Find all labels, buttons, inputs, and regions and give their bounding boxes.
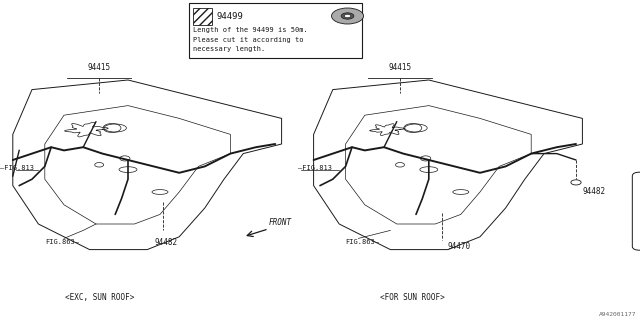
Text: Please cut it according to: Please cut it according to <box>193 37 303 43</box>
Bar <box>189 3 362 58</box>
Text: <EXC, SUN ROOF>: <EXC, SUN ROOF> <box>65 293 134 302</box>
Circle shape <box>344 14 351 18</box>
Text: FIG.863—: FIG.863— <box>346 239 380 244</box>
Text: 94482: 94482 <box>582 187 605 196</box>
Circle shape <box>332 8 364 24</box>
Text: 94470: 94470 <box>448 242 471 251</box>
Text: A942001177: A942001177 <box>599 312 637 317</box>
Circle shape <box>341 13 354 19</box>
Text: FRONT: FRONT <box>269 218 292 227</box>
Bar <box>193 8 212 25</box>
Text: FIG.863—: FIG.863— <box>45 239 79 244</box>
Text: 94415: 94415 <box>388 63 412 72</box>
Text: —FIG.813: —FIG.813 <box>298 165 332 171</box>
Text: necessary length.: necessary length. <box>193 46 265 52</box>
Text: <FOR SUN ROOF>: <FOR SUN ROOF> <box>380 293 445 302</box>
Text: 94499: 94499 <box>217 12 244 20</box>
Text: Length of the 94499 is 50m.: Length of the 94499 is 50m. <box>193 27 307 33</box>
Text: —FIG.813: —FIG.813 <box>0 165 34 171</box>
Text: 94415: 94415 <box>88 63 111 72</box>
Text: 94482: 94482 <box>155 238 178 247</box>
